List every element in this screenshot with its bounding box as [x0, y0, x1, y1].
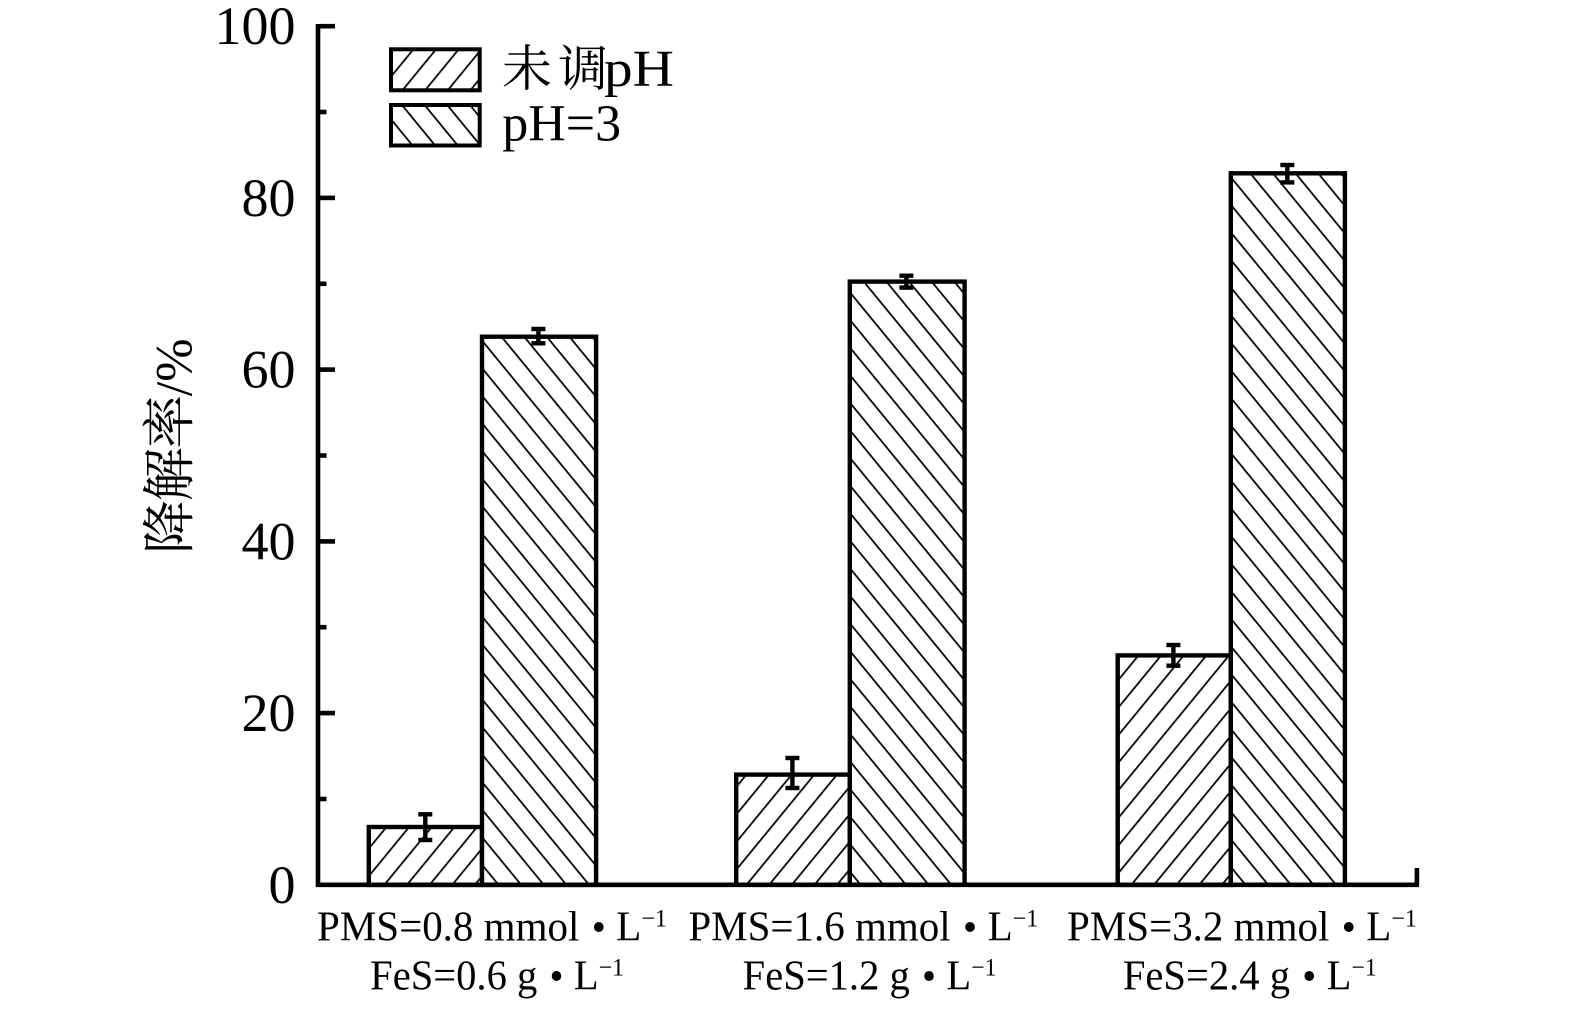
- svg-text:80: 80: [242, 168, 296, 228]
- svg-text:20: 20: [242, 683, 296, 743]
- svg-text:40: 40: [242, 511, 296, 571]
- svg-text:pH: pH: [604, 39, 674, 97]
- svg-text:0: 0: [269, 855, 296, 915]
- svg-text:/%: /%: [147, 338, 204, 396]
- svg-text:60: 60: [242, 340, 296, 400]
- svg-text:100: 100: [215, 0, 296, 56]
- svg-text:pH=3: pH=3: [502, 96, 621, 153]
